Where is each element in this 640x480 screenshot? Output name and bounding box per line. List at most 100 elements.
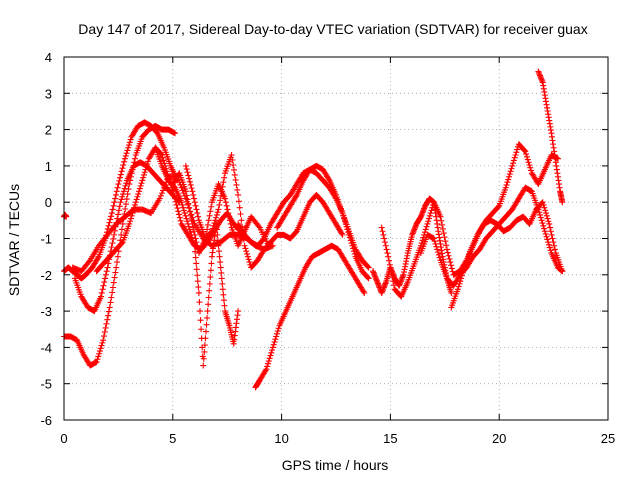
data-point bbox=[142, 166, 149, 173]
data-point bbox=[459, 269, 466, 276]
data-point bbox=[435, 249, 441, 256]
data-point bbox=[551, 242, 558, 249]
data-point bbox=[194, 272, 201, 279]
data-point bbox=[231, 166, 237, 173]
data-point bbox=[443, 246, 450, 253]
data-point bbox=[458, 275, 465, 282]
data-point bbox=[190, 191, 197, 198]
data-point bbox=[541, 225, 548, 232]
data-point bbox=[162, 181, 169, 188]
data-point bbox=[111, 231, 118, 238]
data-point bbox=[269, 344, 276, 351]
data-point bbox=[127, 218, 134, 225]
data-point bbox=[172, 198, 179, 205]
x-tick-label: 25 bbox=[601, 431, 615, 446]
axis-ticks bbox=[63, 56, 609, 421]
data-point bbox=[386, 257, 393, 264]
data-point bbox=[111, 199, 118, 206]
data-point bbox=[112, 269, 119, 276]
data-point bbox=[133, 196, 140, 203]
data-point bbox=[227, 220, 234, 227]
data-point bbox=[542, 210, 549, 217]
data-point bbox=[193, 206, 200, 213]
data-point bbox=[545, 239, 552, 246]
data-point bbox=[226, 213, 233, 220]
data-point bbox=[110, 235, 117, 242]
data-point bbox=[269, 347, 276, 354]
data-point bbox=[195, 289, 202, 296]
data-point bbox=[211, 220, 218, 227]
data-point bbox=[109, 206, 116, 213]
data-point bbox=[207, 208, 214, 215]
data-point bbox=[543, 233, 550, 240]
data-point bbox=[128, 212, 135, 219]
data-point bbox=[538, 217, 545, 224]
data-point bbox=[107, 216, 114, 223]
data-point bbox=[365, 275, 372, 282]
data-point bbox=[100, 337, 107, 344]
data-point bbox=[204, 314, 211, 321]
data-point bbox=[235, 198, 242, 205]
data-point bbox=[100, 282, 107, 289]
data-point bbox=[507, 168, 514, 175]
data-point bbox=[339, 231, 346, 238]
data-point bbox=[113, 264, 120, 271]
data-point bbox=[436, 254, 443, 261]
data-point bbox=[215, 242, 222, 249]
data-point bbox=[238, 217, 245, 224]
data-point bbox=[181, 210, 188, 217]
data-point bbox=[424, 220, 431, 227]
data-point bbox=[115, 181, 122, 188]
data-point bbox=[442, 238, 449, 245]
x-tick-label: 20 bbox=[492, 431, 506, 446]
data-point bbox=[537, 211, 543, 218]
data-point bbox=[386, 261, 393, 268]
data-point bbox=[189, 234, 196, 241]
data-point bbox=[236, 204, 243, 211]
x-tick-label: 15 bbox=[383, 431, 397, 446]
y-tick-label: 4 bbox=[45, 50, 52, 65]
data-point bbox=[160, 187, 167, 194]
chart-title: Day 147 of 2017, Sidereal Day-to-day VTE… bbox=[78, 21, 587, 37]
data-point bbox=[266, 355, 273, 362]
data-point bbox=[510, 160, 517, 167]
data-point bbox=[121, 158, 128, 165]
data-point bbox=[101, 279, 108, 286]
data-point bbox=[549, 235, 556, 242]
data-point bbox=[131, 155, 138, 162]
data-point bbox=[192, 202, 199, 209]
data-point bbox=[431, 238, 438, 245]
data-point bbox=[237, 210, 244, 217]
data-point bbox=[121, 155, 128, 162]
data-point bbox=[178, 184, 185, 191]
data-point bbox=[136, 188, 143, 195]
data-point bbox=[185, 172, 192, 179]
data-point bbox=[220, 297, 227, 304]
x-tick-label: 0 bbox=[60, 431, 67, 446]
data-point bbox=[195, 284, 202, 291]
data-point bbox=[97, 293, 104, 300]
data-point bbox=[143, 163, 150, 170]
data-point bbox=[109, 240, 116, 247]
data-point bbox=[186, 226, 193, 233]
data-point bbox=[293, 193, 300, 200]
data-point bbox=[434, 246, 441, 253]
data-point bbox=[495, 203, 502, 210]
data-point bbox=[217, 197, 224, 204]
data-point bbox=[99, 286, 106, 293]
series-arc-6 bbox=[152, 144, 242, 369]
data-point bbox=[119, 193, 126, 200]
data-point bbox=[140, 174, 147, 181]
data-point bbox=[189, 220, 196, 227]
data-point bbox=[541, 204, 548, 211]
data-point bbox=[118, 196, 125, 203]
data-point bbox=[206, 287, 213, 294]
data-point bbox=[378, 224, 385, 231]
data-point bbox=[182, 162, 189, 169]
data-point bbox=[187, 212, 194, 219]
data-point bbox=[193, 239, 200, 246]
series-arc-2 bbox=[61, 122, 178, 369]
data-point bbox=[208, 228, 215, 235]
data-point bbox=[539, 220, 546, 227]
